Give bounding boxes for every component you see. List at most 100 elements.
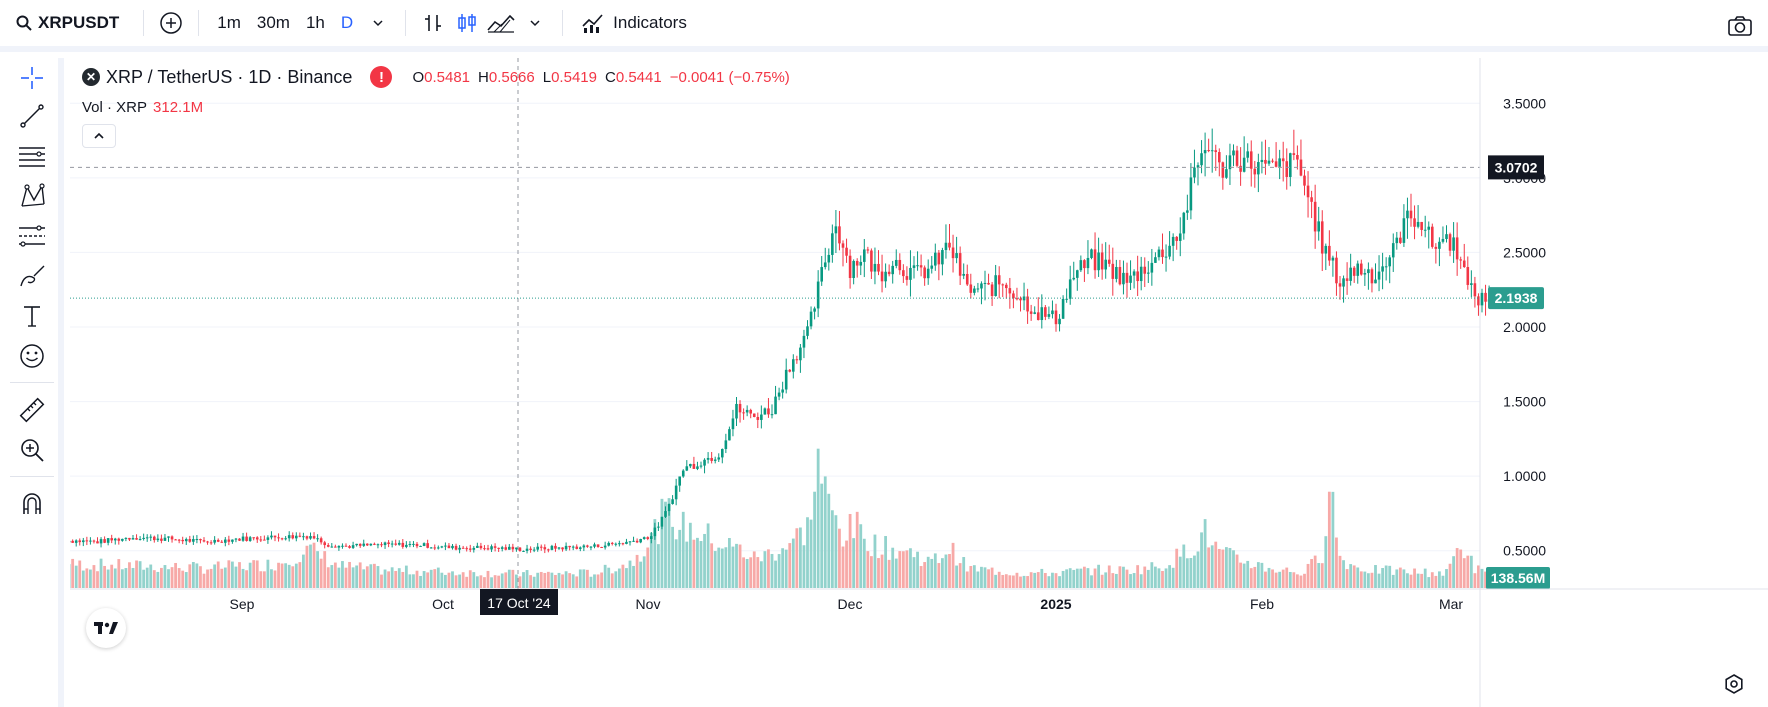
volume-bar (1182, 544, 1186, 588)
volume-bar (891, 547, 895, 588)
brush-icon (20, 265, 45, 287)
snapshot-button[interactable] (1724, 10, 1756, 42)
candle-body (1441, 238, 1445, 242)
volume-bar (1363, 571, 1367, 588)
compare-button[interactable] (154, 6, 188, 40)
collapse-legend-button[interactable] (82, 124, 116, 148)
candle-body (490, 546, 493, 550)
volume-bar (1072, 569, 1076, 588)
volume-bar (316, 551, 319, 588)
volume-bar (1225, 547, 1228, 588)
interval-30m[interactable]: 30m (256, 13, 290, 32)
symbol-search[interactable]: XRPUSDT (0, 0, 133, 46)
volume-bar (429, 569, 433, 588)
interval-d[interactable]: D (340, 13, 354, 32)
text-tool[interactable] (12, 296, 52, 336)
chart-settings-button[interactable] (1722, 672, 1746, 696)
volume-bar (550, 572, 554, 588)
chevron-down-icon (530, 20, 540, 27)
magnet-tool[interactable] (12, 484, 52, 524)
volume-bar (1228, 547, 1232, 588)
volume-bar (649, 532, 653, 588)
candle-body (1292, 153, 1296, 155)
candle-body (1076, 270, 1079, 278)
chart-pane[interactable]: 3.50003.00002.50002.00001.50001.00000.50… (70, 58, 1768, 707)
candle-body (422, 543, 426, 546)
indicators-button[interactable]: Indicators (573, 12, 695, 34)
volume-bar (397, 568, 401, 588)
candle-body (926, 268, 930, 279)
candle-body (642, 537, 646, 539)
price-tick-label: 0.5000 (1503, 543, 1546, 559)
volume-bar (1200, 532, 1203, 588)
volume-bar (905, 550, 909, 588)
bar-chart-button[interactable] (416, 6, 450, 40)
pattern-tool[interactable] (12, 176, 52, 216)
interval-1m[interactable]: 1m (217, 13, 241, 32)
candle-body (497, 547, 500, 549)
candle-body (742, 412, 745, 414)
candle-body (813, 308, 816, 312)
candle-body (323, 542, 326, 546)
volume-bar (468, 570, 472, 588)
price-chart[interactable]: 3.50003.00002.50002.00001.50001.00000.50… (70, 58, 1768, 707)
volume-bar (827, 493, 831, 588)
volume-bar (373, 563, 376, 588)
volume-bar (1310, 559, 1313, 588)
interval-1h[interactable]: 1h (305, 13, 325, 32)
ruler-icon (19, 397, 45, 423)
tradingview-logo-icon[interactable] (86, 608, 126, 648)
candle-body (980, 283, 983, 289)
crosshair-tool[interactable] (12, 58, 52, 98)
volume-bar (206, 569, 209, 588)
volume-bar (1075, 568, 1079, 588)
forecast-tool[interactable] (12, 216, 52, 256)
volume-bar (1377, 573, 1381, 588)
volume-bar (625, 568, 628, 588)
candle-body (355, 543, 358, 546)
candle-body (82, 540, 85, 543)
low-label: L (542, 68, 552, 86)
volume-bar (1161, 570, 1164, 588)
volume-bar (710, 543, 714, 588)
volume-bar (326, 567, 330, 588)
volume-bar (635, 554, 639, 588)
candle-body (1296, 154, 1299, 160)
candle-body (884, 271, 887, 282)
candle-body (92, 540, 96, 542)
trend-line-tool[interactable] (12, 96, 52, 136)
candle-body (1072, 277, 1076, 280)
candle-body (380, 544, 383, 546)
volume-bar (280, 563, 284, 588)
zoom-tool[interactable] (12, 430, 52, 470)
volume-bar (490, 577, 493, 588)
candle-body (465, 548, 468, 550)
volume-bar (848, 513, 852, 588)
area-chart-button[interactable] (484, 6, 518, 40)
volume-bar (841, 546, 845, 588)
emoji-tool[interactable] (12, 336, 52, 376)
volume-bar (532, 576, 536, 588)
alert-icon[interactable]: ! (370, 66, 393, 88)
volume-bar (1175, 548, 1179, 588)
candle-body (568, 545, 571, 548)
interval-dropdown[interactable] (361, 6, 395, 40)
candle-body (341, 545, 344, 547)
fib-tool[interactable] (12, 136, 52, 176)
candle-body (845, 247, 848, 256)
candle-body (1473, 283, 1477, 297)
candle-body (1352, 267, 1356, 276)
measure-tool[interactable] (12, 390, 52, 430)
volume-bar (539, 571, 543, 588)
candle-body (330, 546, 334, 548)
price-tick-label: 3.5000 (1503, 95, 1546, 111)
candles-button[interactable] (450, 6, 484, 40)
volume-bar (351, 567, 355, 588)
volume-bar (209, 568, 213, 588)
volume-bar (365, 566, 369, 588)
candle-body (646, 537, 650, 539)
brush-tool[interactable] (12, 256, 52, 296)
candle-body (216, 539, 220, 542)
candle-body (213, 539, 216, 543)
chart-type-dropdown[interactable] (518, 6, 552, 40)
